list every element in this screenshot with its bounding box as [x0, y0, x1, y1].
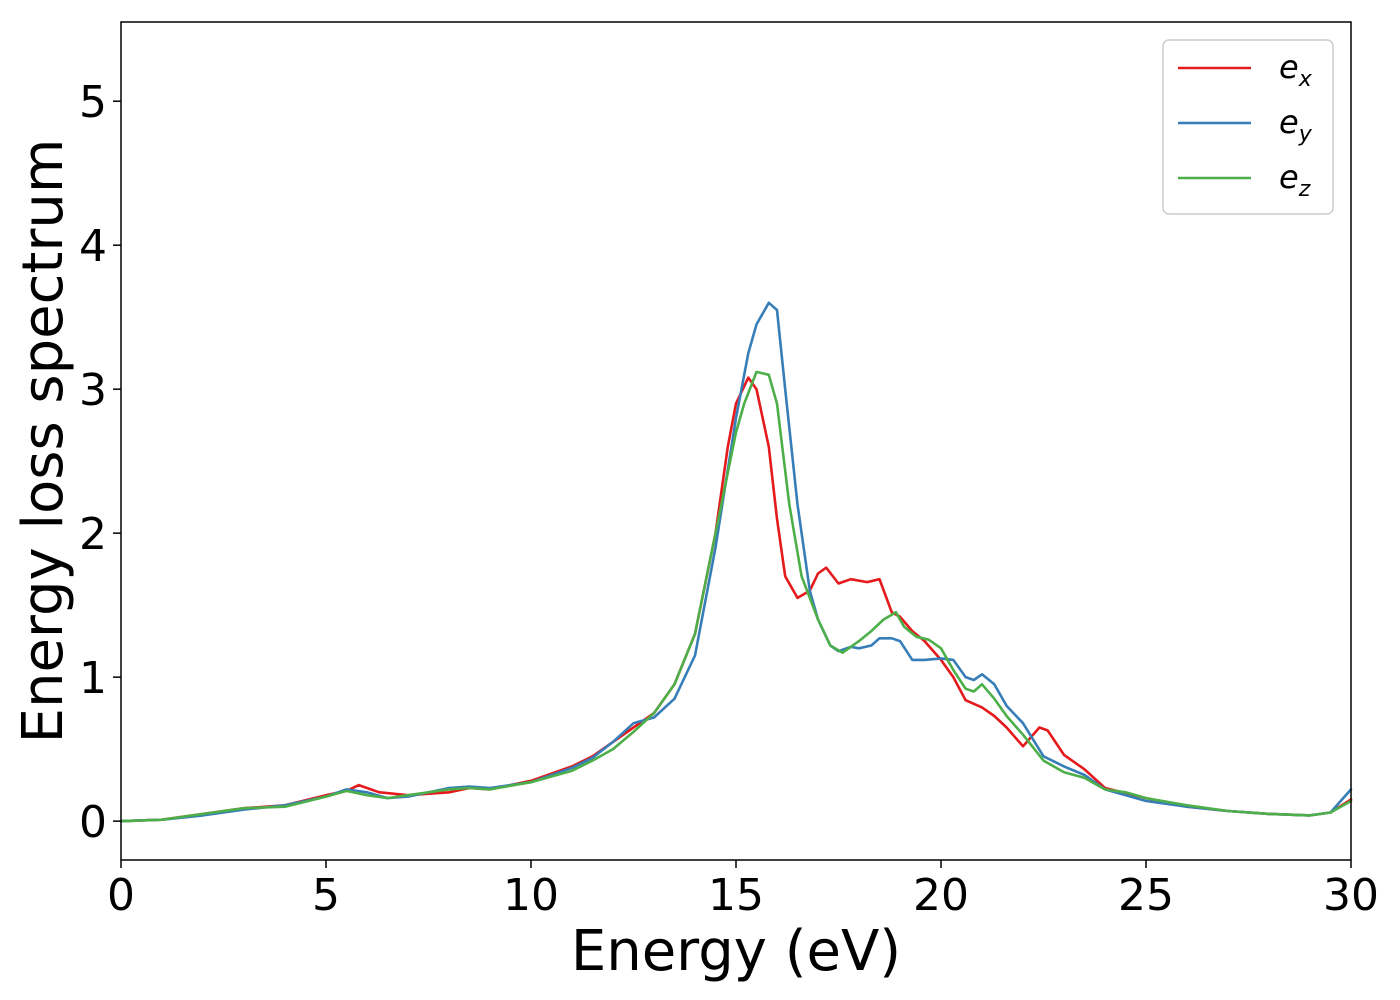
- y-tick-label: 5: [79, 77, 107, 128]
- x-tick-label: 20: [913, 870, 969, 921]
- plot-area: [119, 301, 1353, 823]
- y-tick-label: 1: [79, 653, 107, 704]
- legend: ex ey ez: [1162, 39, 1334, 215]
- x-tick-label: 10: [503, 870, 559, 921]
- x-axis: 0 5 10 15 20 25 30: [107, 860, 1379, 921]
- legend-label-x: ex: [1279, 48, 1313, 92]
- series-line-y: [119, 301, 1353, 823]
- y-tick-label: 4: [79, 221, 107, 272]
- legend-box: [1162, 39, 1334, 215]
- x-tick-label: 15: [708, 870, 764, 921]
- x-axis-label: Energy (eV): [571, 919, 901, 984]
- x-tick-label: 0: [107, 870, 135, 921]
- legend-label-y: ey: [1279, 103, 1313, 147]
- y-tick-label: 3: [79, 365, 107, 416]
- series-line-z: [119, 370, 1353, 823]
- x-tick-label: 30: [1323, 870, 1379, 921]
- y-axis: 0 1 2 3 4 5: [79, 77, 121, 848]
- y-tick-label: 0: [79, 797, 107, 848]
- y-axis-label: Energy loss spectrum: [11, 139, 76, 744]
- series-line-x: [119, 376, 1353, 823]
- legend-label-z: ez: [1279, 158, 1311, 202]
- x-tick-label: 5: [312, 870, 340, 921]
- y-tick-label: 2: [79, 509, 107, 560]
- x-tick-label: 25: [1118, 870, 1174, 921]
